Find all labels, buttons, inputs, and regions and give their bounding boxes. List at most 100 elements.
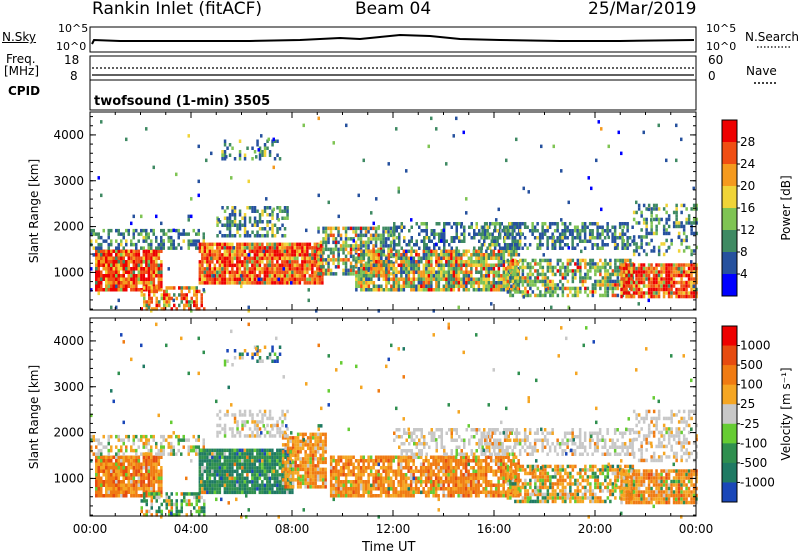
range-cell — [532, 273, 535, 277]
range-cell — [318, 117, 321, 121]
range-cell — [246, 271, 249, 275]
range-cell — [239, 213, 242, 217]
range-cell — [138, 278, 141, 282]
range-cell — [327, 265, 330, 269]
range-cell — [569, 269, 572, 273]
range-cell — [491, 236, 494, 240]
range-cell — [266, 220, 269, 224]
range-cell — [540, 145, 543, 149]
range-cell — [335, 248, 338, 252]
range-cell — [365, 230, 368, 234]
range-cell — [645, 235, 648, 239]
range-cell — [552, 283, 555, 287]
range-cell — [294, 274, 297, 278]
range-cell — [360, 264, 363, 268]
range-cell — [648, 232, 651, 236]
range-cell — [178, 442, 181, 446]
range-cell — [398, 278, 401, 282]
range-cell — [648, 263, 651, 267]
range-cell — [108, 442, 111, 446]
range-cell — [321, 278, 324, 282]
range-cell — [224, 477, 227, 481]
range-cell — [143, 463, 146, 467]
range-cell — [514, 222, 517, 226]
range-cell — [241, 253, 244, 257]
range-cell — [537, 280, 540, 284]
range-cell — [609, 280, 612, 284]
range-cell — [519, 259, 522, 263]
range-cell — [426, 233, 429, 237]
range-cell — [314, 278, 317, 282]
range-cell — [626, 243, 629, 247]
range-cell — [291, 491, 294, 495]
range-cell — [506, 233, 509, 237]
range-cell — [640, 263, 643, 267]
range-cell — [645, 228, 648, 232]
range-cell — [274, 459, 277, 463]
range-cell — [168, 246, 171, 250]
range-cell — [113, 494, 116, 498]
range-cell — [433, 278, 436, 282]
range-cell — [294, 436, 297, 440]
range-cell — [425, 278, 428, 282]
range-cell — [148, 278, 151, 282]
range-cell — [108, 288, 111, 292]
range-cell — [239, 140, 242, 144]
range-cell — [375, 244, 378, 248]
range-cell — [199, 487, 202, 491]
range-cell — [203, 445, 206, 449]
range-cell — [330, 248, 333, 252]
range-cell — [269, 452, 272, 456]
range-cell — [526, 247, 529, 251]
range-cell — [297, 457, 300, 461]
range-cell — [665, 270, 668, 274]
range-cell — [199, 463, 202, 467]
range-cell — [304, 274, 307, 278]
range-cell — [229, 234, 232, 238]
range-cell — [209, 281, 212, 285]
range-cell — [221, 473, 224, 477]
range-cell — [284, 246, 287, 250]
range-cell — [201, 466, 204, 470]
range-cell — [561, 222, 564, 226]
range-cell — [266, 267, 269, 271]
range-cell — [395, 257, 398, 261]
range-cell — [337, 262, 340, 266]
range-cell — [425, 274, 428, 278]
range-cell — [304, 264, 307, 268]
range-cell — [604, 294, 607, 298]
range-cell — [103, 470, 106, 474]
range-cell — [170, 435, 173, 439]
range-cell — [125, 278, 128, 282]
range-cell — [224, 210, 227, 214]
range-cell — [98, 459, 101, 463]
range-cell — [355, 281, 358, 285]
range-cell — [471, 236, 474, 240]
range-cell — [287, 440, 290, 444]
range-cell — [319, 281, 322, 285]
range-cell — [633, 295, 636, 299]
range-cell — [673, 270, 676, 274]
range-cell — [332, 227, 335, 231]
range-cell — [198, 438, 201, 442]
range-cell — [281, 234, 284, 238]
range-cell — [599, 287, 602, 291]
range-cell — [203, 442, 206, 446]
range-cell — [135, 435, 138, 439]
range-cell — [629, 243, 632, 247]
range-cell — [231, 470, 234, 474]
range-cell — [678, 225, 681, 229]
range-cell — [670, 295, 673, 299]
range-cell — [643, 204, 646, 208]
range-cell — [539, 266, 542, 270]
range-cell — [226, 224, 229, 228]
range-cell — [688, 246, 691, 250]
range-cell — [261, 213, 264, 217]
range-cell — [463, 226, 466, 230]
range-cell — [325, 234, 328, 238]
range-cell — [145, 466, 148, 470]
range-cell — [413, 281, 416, 285]
range-cell — [445, 281, 448, 285]
range-cell — [153, 257, 156, 261]
range-cell — [150, 274, 153, 278]
